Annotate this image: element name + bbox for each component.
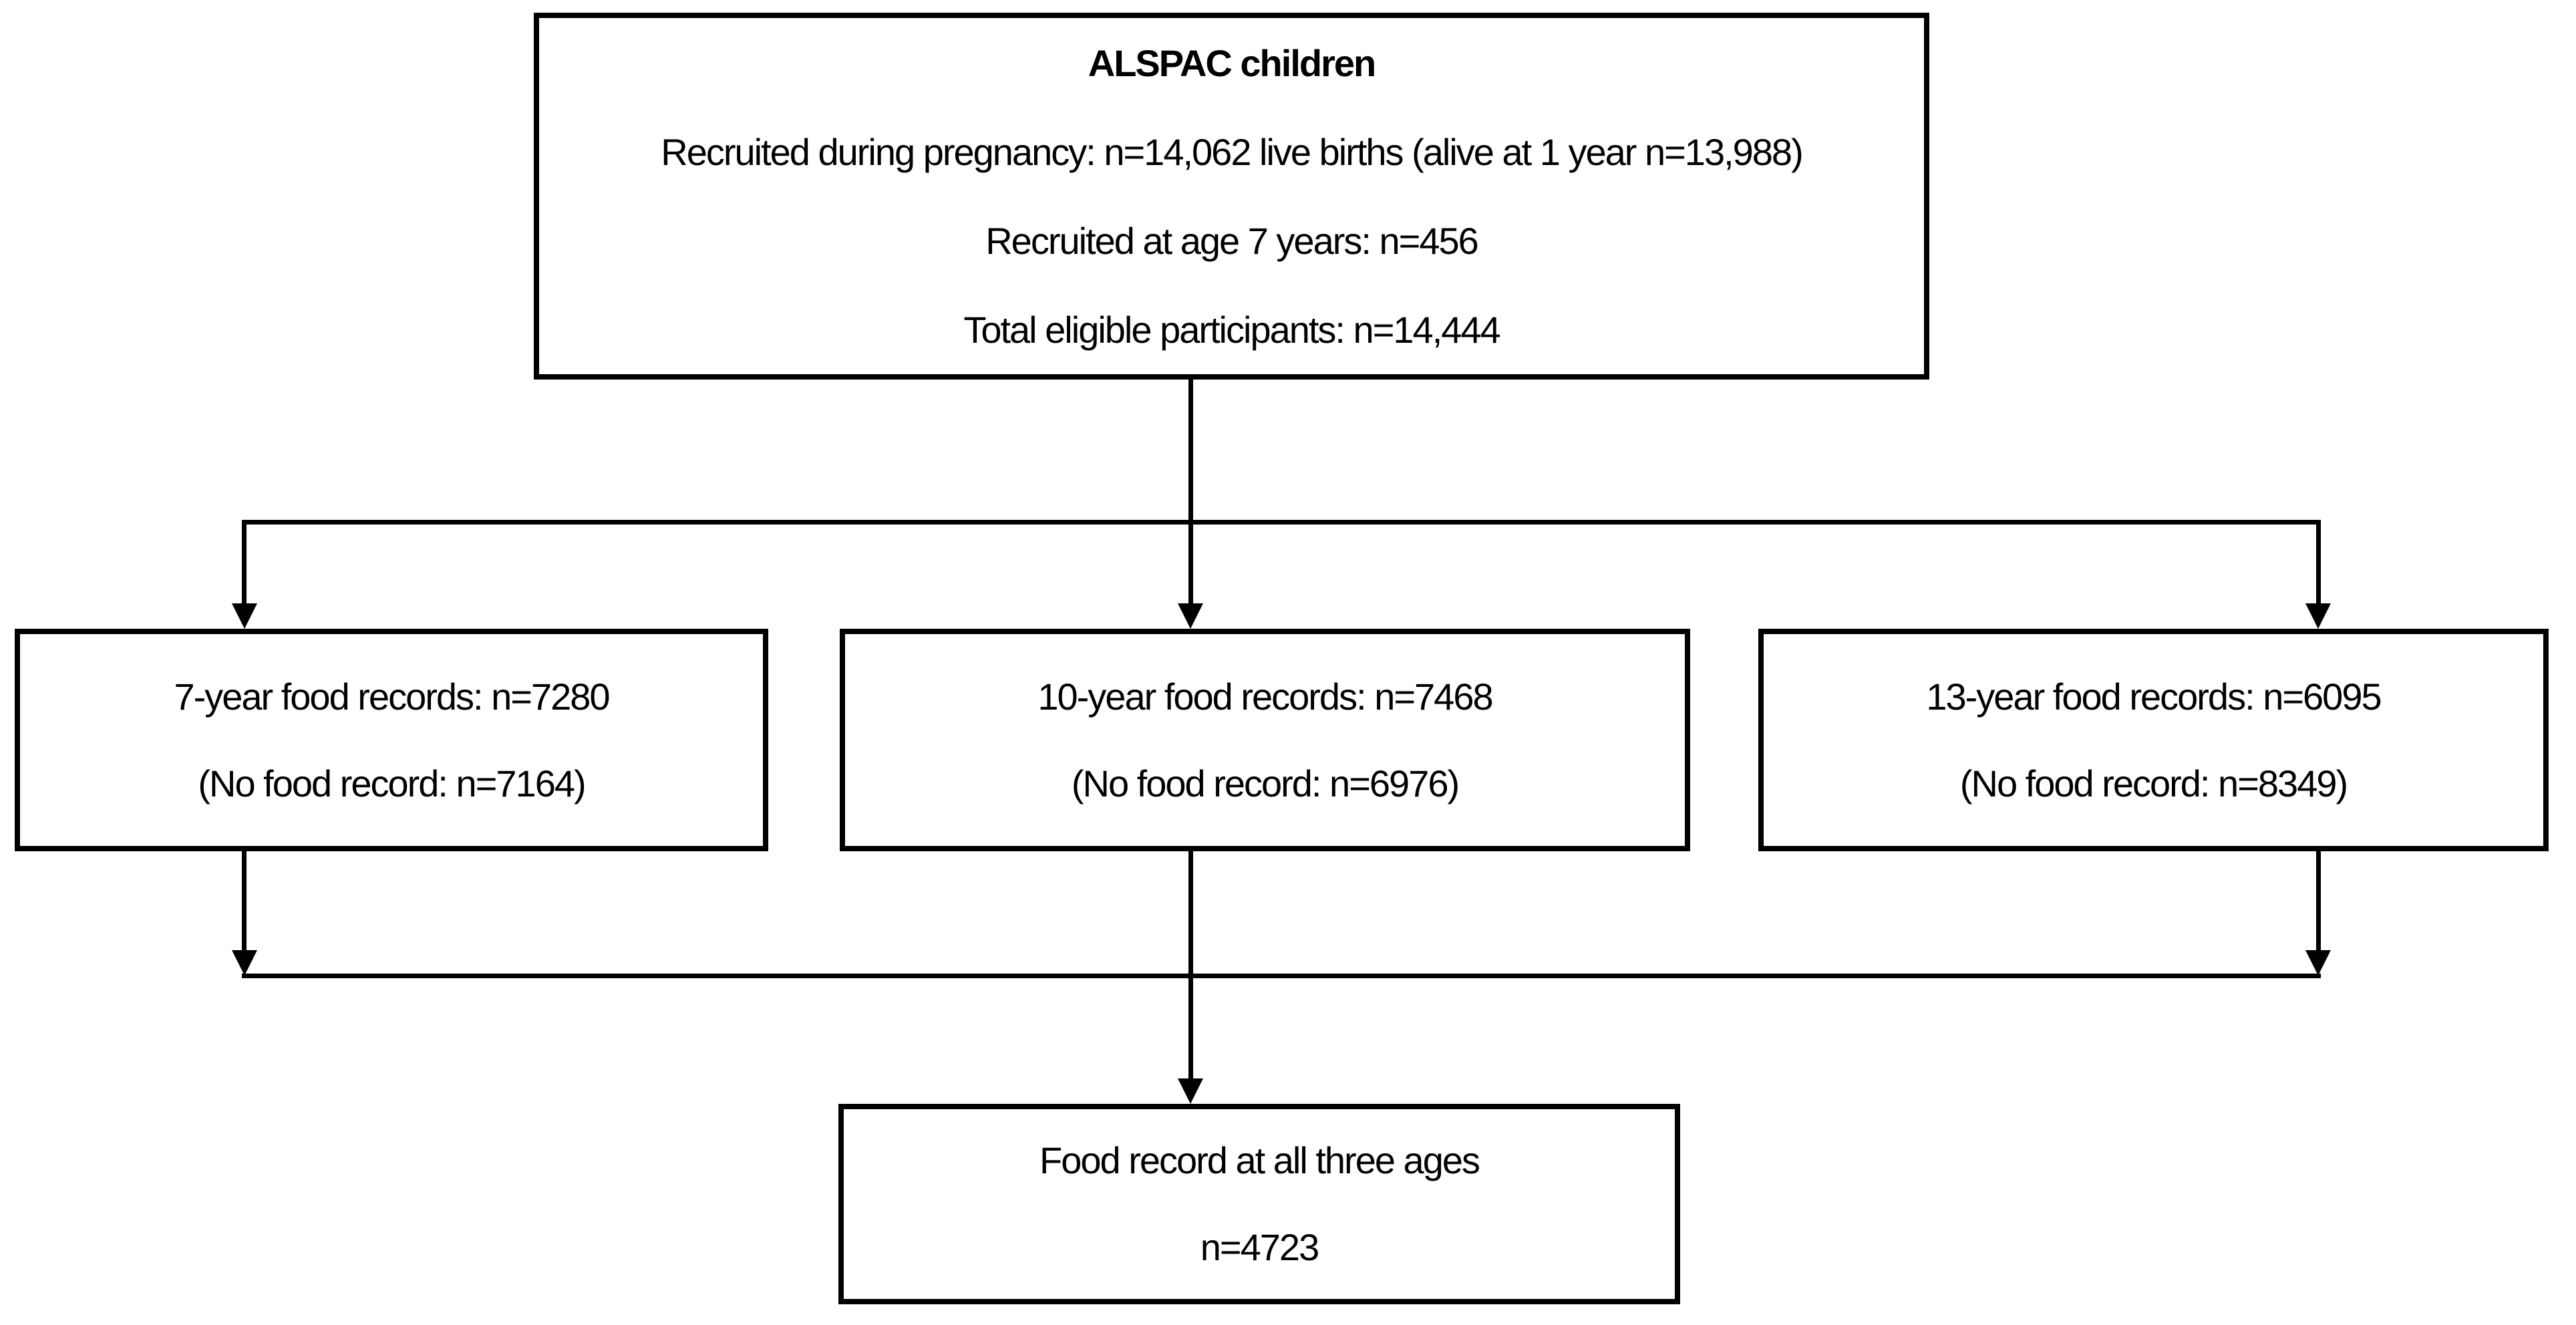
branch-box-7-year-no-record: (No food record: n=7164): [198, 762, 586, 804]
branch-box-13-year: 13-year food records: n=6095 (No food re…: [1758, 629, 2549, 851]
arrowhead-into-bottom-box-icon: [1178, 1078, 1203, 1104]
connector-right-drop: [2316, 520, 2321, 605]
branch-box-7-year-records: 7-year food records: n=7280: [174, 675, 610, 718]
bottom-box-count: n=4723: [1200, 1226, 1319, 1268]
branch-box-7-year: 7-year food records: n=7280 (No food rec…: [15, 629, 768, 851]
branch-box-13-year-no-record: (No food record: n=8349): [1959, 762, 2348, 804]
arrowhead-into-13yr-box-icon: [2305, 603, 2331, 629]
branch-box-10-year-records: 10-year food records: n=7468: [1037, 675, 1493, 718]
connector-upper-rail: [242, 520, 2321, 525]
connector-left-drop: [242, 520, 247, 605]
arrowhead-merge-left-icon: [232, 950, 257, 976]
arrowhead-merge-right-icon: [2305, 950, 2331, 976]
connector-10yr-exit: [1188, 851, 1193, 1078]
top-box-title: ALSPAC children: [1088, 41, 1376, 84]
connector-top-stem: [1188, 380, 1193, 605]
arrowhead-into-7yr-box-icon: [232, 603, 257, 629]
arrowhead-into-10yr-box-icon: [1178, 603, 1203, 629]
top-box-alspac-children: ALSPAC children Recruited during pregnan…: [534, 13, 1929, 380]
connector-lower-rail: [242, 974, 2321, 978]
branch-box-13-year-records: 13-year food records: n=6095: [1926, 675, 2382, 718]
branch-box-10-year: 10-year food records: n=7468 (No food re…: [840, 629, 1690, 851]
connector-7yr-exit: [242, 851, 247, 951]
top-box-line-total-eligible: Total eligible participants: n=14,444: [963, 308, 1500, 351]
top-box-line-recruited-age7: Recruited at age 7 years: n=456: [985, 219, 1479, 262]
bottom-box-label: Food record at all three ages: [1039, 1139, 1480, 1181]
connector-13yr-exit: [2316, 851, 2321, 951]
bottom-box-all-three-ages: Food record at all three ages n=4723: [838, 1104, 1680, 1304]
top-box-line-recruited-pregnancy: Recruited during pregnancy: n=14,062 liv…: [661, 130, 1803, 173]
branch-box-10-year-no-record: (No food record: n=6976): [1071, 762, 1460, 804]
